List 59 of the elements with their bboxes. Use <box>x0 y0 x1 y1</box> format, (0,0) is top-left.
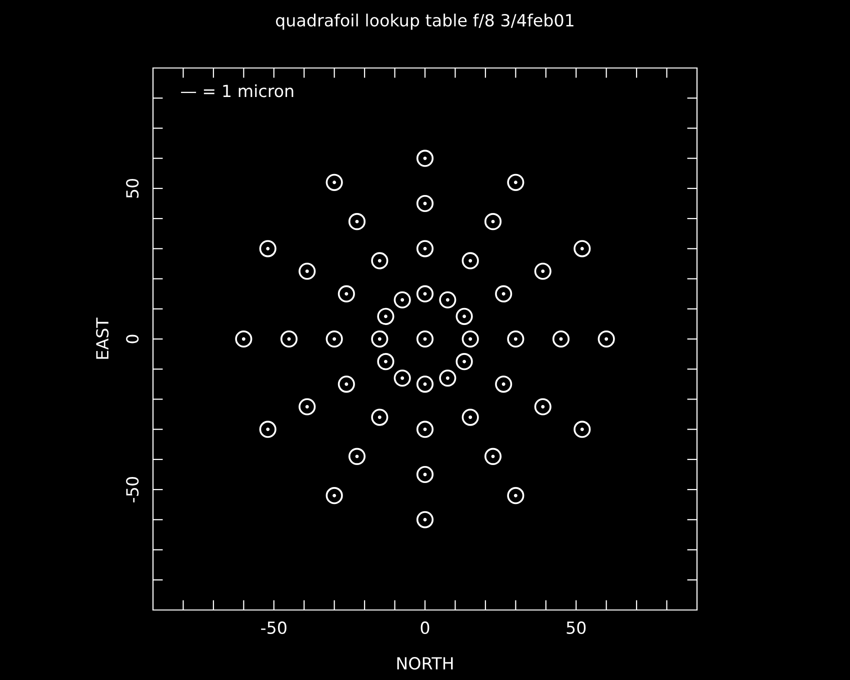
y-tick-label: 0 <box>126 334 139 344</box>
point <box>377 308 394 325</box>
point <box>416 466 434 484</box>
point <box>371 252 388 270</box>
point <box>462 408 479 426</box>
point <box>377 353 394 370</box>
point <box>394 291 411 308</box>
point <box>371 408 388 426</box>
point <box>348 448 366 465</box>
point <box>338 285 355 302</box>
point <box>235 330 252 348</box>
point <box>574 420 591 438</box>
point <box>416 511 434 528</box>
point <box>439 370 456 387</box>
point <box>484 448 502 465</box>
point <box>416 150 434 167</box>
point <box>507 487 524 504</box>
point <box>484 213 502 230</box>
point <box>259 240 276 258</box>
point <box>574 240 591 258</box>
point <box>507 174 524 191</box>
x-tick-label: 50 <box>566 621 586 634</box>
annotation: — = 1 micron <box>181 84 294 98</box>
point <box>456 308 473 325</box>
point <box>326 330 343 348</box>
point <box>598 330 615 348</box>
point <box>439 291 456 308</box>
point <box>348 213 366 230</box>
y-tick-label: -50 <box>126 477 139 502</box>
point <box>495 376 512 393</box>
point <box>456 353 473 370</box>
x-tick-label: 0 <box>420 621 430 634</box>
point <box>416 285 434 302</box>
point <box>552 330 570 348</box>
point <box>534 398 552 416</box>
point <box>462 252 479 270</box>
point <box>534 262 552 280</box>
chart-title: quadrafoil lookup table f/8 3/4feb01 <box>276 14 574 30</box>
point <box>416 194 434 212</box>
point <box>416 240 434 258</box>
y-axis-title: EAST <box>96 318 109 359</box>
point <box>394 370 411 387</box>
point <box>326 487 343 504</box>
point <box>338 376 355 393</box>
point <box>462 330 479 348</box>
point <box>371 330 388 348</box>
point <box>326 174 343 191</box>
point <box>416 376 434 393</box>
y-tick-label: 50 <box>126 178 139 198</box>
point <box>416 330 434 348</box>
point <box>280 330 298 348</box>
x-tick-label: -50 <box>261 621 286 634</box>
point <box>507 330 524 348</box>
x-axis-title: NORTH <box>397 656 453 670</box>
point <box>416 420 434 438</box>
point <box>495 285 512 302</box>
point <box>259 420 276 438</box>
point <box>298 398 316 416</box>
point <box>298 262 316 280</box>
